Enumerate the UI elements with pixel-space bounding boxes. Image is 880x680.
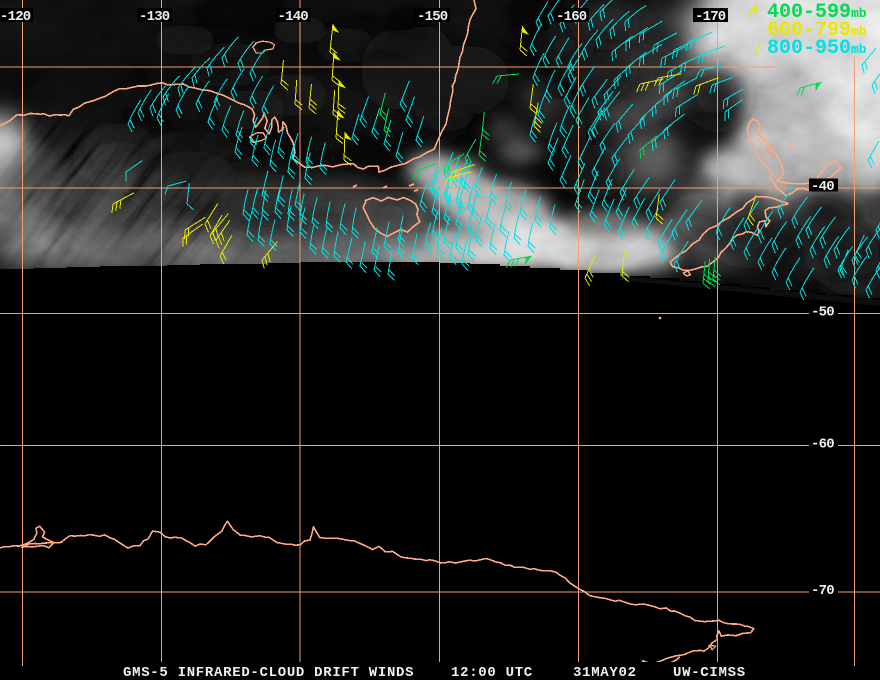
svg-text:-50: -50 [811, 305, 834, 321]
svg-text:800-950: 800-950 [767, 37, 851, 60]
svg-text:-140: -140 [278, 9, 309, 25]
svg-text:GMS-5 INFRARED-CLOUD DRIFT WIN: GMS-5 INFRARED-CLOUD DRIFT WINDS [123, 665, 414, 680]
svg-text:400-599: 400-599 [767, 1, 851, 24]
svg-text:-40: -40 [811, 179, 834, 195]
svg-text:mb: mb [851, 6, 867, 21]
svg-text:-130: -130 [139, 9, 170, 25]
svg-text:UW-CIMSS: UW-CIMSS [673, 665, 746, 680]
svg-text:600-799: 600-799 [767, 19, 851, 42]
svg-text:mb: mb [851, 42, 867, 57]
svg-text:-150: -150 [417, 9, 448, 25]
svg-text:-60: -60 [811, 437, 834, 453]
svg-text:31MAY02: 31MAY02 [573, 665, 637, 680]
svg-text:-160: -160 [556, 9, 587, 25]
svg-text:mb: mb [851, 24, 867, 39]
svg-text:-70: -70 [811, 583, 834, 599]
svg-text:12:00 UTC: 12:00 UTC [451, 665, 533, 680]
svg-text:-170: -170 [695, 9, 726, 25]
svg-text:-120: -120 [0, 9, 31, 25]
